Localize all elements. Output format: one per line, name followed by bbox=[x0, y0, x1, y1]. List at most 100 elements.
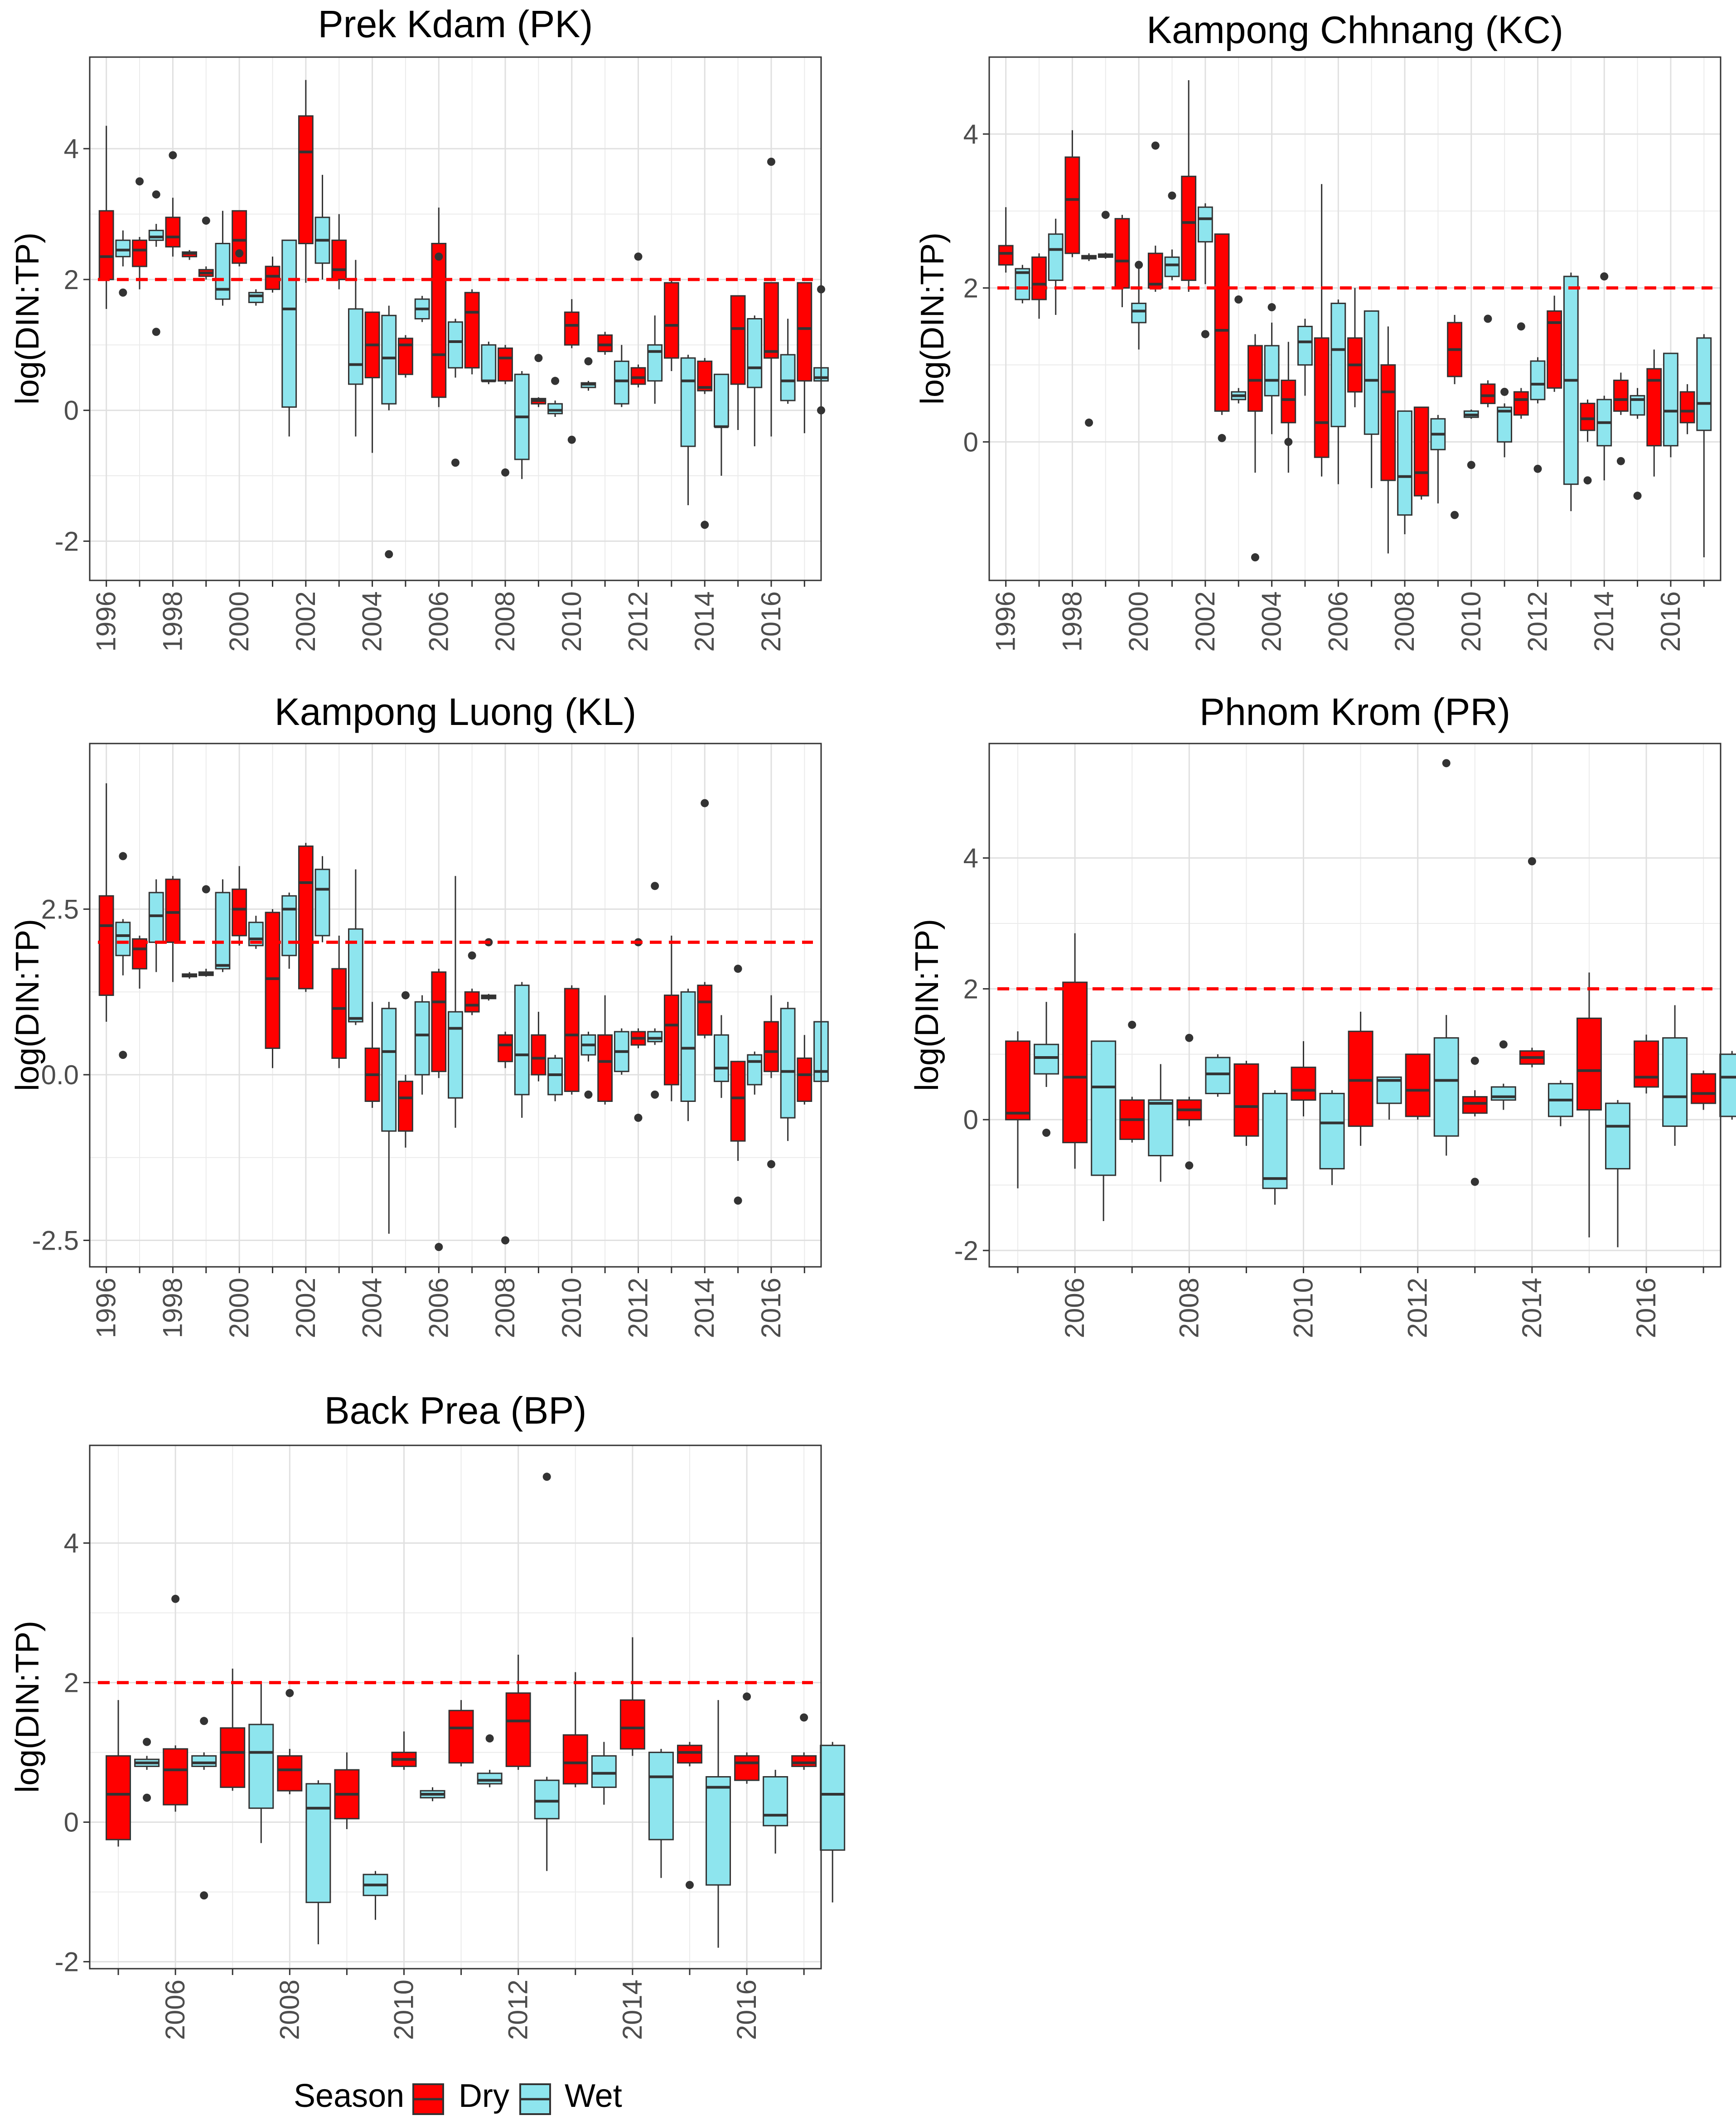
box-wet bbox=[381, 305, 397, 559]
box-iqr bbox=[1605, 1102, 1631, 1169]
outlier-point bbox=[1470, 1178, 1479, 1186]
box-iqr bbox=[1497, 406, 1513, 443]
outlier-point bbox=[1451, 511, 1459, 519]
box-iqr bbox=[1164, 256, 1180, 277]
box-iqr bbox=[1433, 1037, 1459, 1137]
panel-border bbox=[988, 56, 1721, 581]
box-wet bbox=[148, 879, 164, 972]
box-dry bbox=[464, 951, 480, 1015]
box-wet bbox=[680, 988, 696, 1121]
box-wet bbox=[481, 342, 497, 384]
y-axis-label: log(DIN:TP) bbox=[10, 1621, 46, 1793]
box-wet bbox=[680, 354, 696, 505]
outlier-point bbox=[1633, 492, 1642, 500]
box-iqr bbox=[1233, 1063, 1259, 1137]
outlier-point bbox=[1484, 314, 1492, 323]
box-wet bbox=[547, 1055, 563, 1101]
outlier-point bbox=[200, 1717, 208, 1725]
panel-border bbox=[89, 1444, 822, 1970]
box-wet bbox=[1376, 1076, 1402, 1120]
box-dry bbox=[1064, 130, 1080, 257]
box-iqr bbox=[265, 266, 280, 290]
box-iqr bbox=[277, 1755, 303, 1792]
x-tick-label: 1996 bbox=[91, 1278, 121, 1338]
box-dry bbox=[464, 289, 480, 375]
outlier-point bbox=[152, 328, 160, 336]
box-iqr bbox=[663, 282, 679, 359]
box-dry bbox=[564, 299, 580, 444]
box-iqr bbox=[1719, 1053, 1736, 1117]
box-dry bbox=[1613, 372, 1629, 465]
x-tick-label: 2014 bbox=[1517, 1278, 1547, 1338]
outlier-point bbox=[285, 1689, 294, 1697]
box-iqr bbox=[348, 308, 363, 385]
box-dry bbox=[298, 80, 314, 283]
box-wet bbox=[148, 190, 164, 336]
box-dry bbox=[697, 799, 713, 1038]
y-tick-label: -2 bbox=[954, 1236, 978, 1266]
box-wet bbox=[534, 1473, 560, 1871]
x-tick-label: 2002 bbox=[290, 1278, 321, 1338]
outlier-point bbox=[1101, 211, 1110, 219]
x-tick-label: 2006 bbox=[1059, 1278, 1090, 1338]
box-iqr bbox=[98, 210, 114, 280]
box-iqr bbox=[1330, 303, 1346, 427]
x-tick-label: 2008 bbox=[1174, 1278, 1204, 1338]
outlier-point bbox=[701, 521, 709, 529]
box-iqr bbox=[165, 217, 181, 248]
outlier-point bbox=[1218, 434, 1226, 442]
box-iqr bbox=[115, 239, 131, 257]
y-tick-label: 4 bbox=[963, 119, 978, 150]
box-iqr bbox=[1005, 1040, 1031, 1120]
box-dry bbox=[1405, 1053, 1431, 1120]
box-iqr bbox=[1462, 1096, 1488, 1114]
box-iqr bbox=[132, 938, 147, 970]
box-wet bbox=[191, 1717, 217, 1900]
outlier-point bbox=[235, 249, 244, 258]
box-dry bbox=[232, 210, 247, 266]
y-tick-label: 0 bbox=[963, 427, 978, 457]
legend-label-dry: Dry bbox=[459, 2078, 509, 2114]
box-iqr bbox=[763, 1776, 788, 1826]
box-wet bbox=[1197, 203, 1213, 338]
box-wet bbox=[381, 1002, 397, 1234]
box-iqr bbox=[381, 314, 397, 405]
box-dry bbox=[1176, 1034, 1202, 1170]
box-dry bbox=[98, 783, 114, 1022]
box-dry bbox=[298, 843, 314, 992]
outlier-point bbox=[1470, 1057, 1479, 1065]
box-dry bbox=[498, 345, 513, 477]
box-iqr bbox=[547, 1057, 563, 1096]
box-iqr bbox=[747, 1054, 763, 1086]
box-wet bbox=[420, 1787, 445, 1801]
box-iqr bbox=[714, 373, 729, 428]
box-dry bbox=[1348, 1011, 1373, 1146]
x-tick-label: 1996 bbox=[991, 591, 1021, 652]
box-wet bbox=[448, 876, 463, 1128]
box-wet bbox=[414, 995, 430, 1095]
box-iqr bbox=[464, 292, 480, 369]
box-iqr bbox=[747, 318, 763, 388]
panel-kampong-luong: Kampong Luong (KL) log(DIN:TP) -2.5 0.0 2.… bbox=[10, 691, 829, 1338]
box-dry bbox=[1691, 1070, 1717, 1110]
box-wet bbox=[1205, 1054, 1231, 1097]
outlier-point bbox=[1168, 191, 1176, 200]
box-wet bbox=[1490, 1040, 1516, 1110]
box-iqr bbox=[780, 354, 796, 401]
box-iqr bbox=[248, 292, 264, 303]
box-iqr bbox=[281, 239, 297, 408]
box-wet bbox=[363, 1871, 388, 1920]
x-tick-label: 1996 bbox=[91, 591, 121, 652]
x-tick-label: 2012 bbox=[503, 1980, 533, 2040]
x-tick-label: 2010 bbox=[556, 591, 587, 652]
box-wet bbox=[215, 211, 231, 306]
box-dry bbox=[331, 214, 347, 290]
box-dry bbox=[498, 1031, 513, 1245]
outlier-point bbox=[1500, 387, 1509, 396]
x-tick-label: 2008 bbox=[1389, 591, 1420, 652]
outlier-point bbox=[1528, 857, 1536, 865]
box-iqr bbox=[448, 321, 463, 369]
box-dry bbox=[364, 1002, 380, 1108]
box-iqr bbox=[1691, 1073, 1717, 1104]
box-wet bbox=[115, 852, 131, 1059]
